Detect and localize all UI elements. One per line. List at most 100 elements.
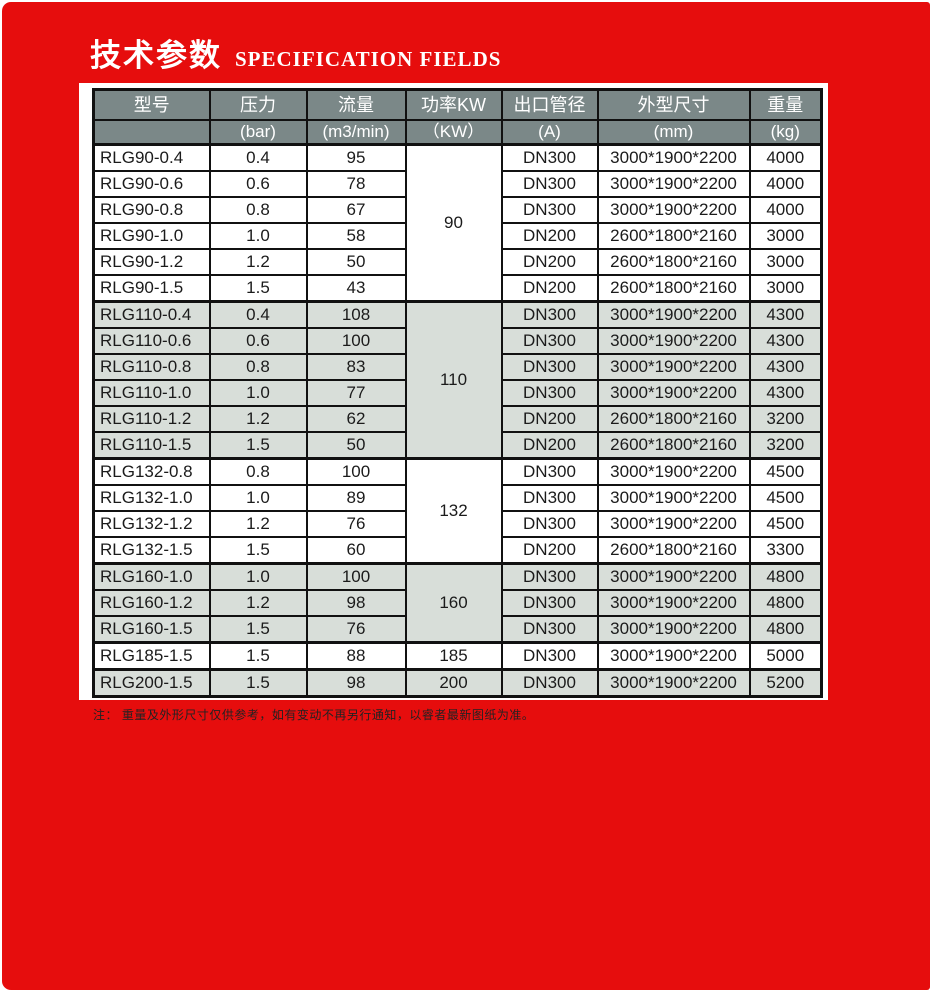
footnote: 注： 重量及外形尺寸仅供参考，如有变动不再另行通知，以睿者最新图纸为准。 [93,708,535,722]
flow-cell: 60 [305,536,407,565]
model-cell: RLG110-1.0 [92,379,211,407]
outlet-cell: DN200 [500,222,599,250]
flow-cell: 108 [305,300,407,329]
col-header-flow: 流量 [305,88,407,121]
dims-cell: 2600*1800*2160 [596,405,751,433]
table-row: RLG132-1.2 1.2 76 DN300 3000*1900*2200 4500 [92,510,823,538]
pressure-cell: 1.5 [208,431,308,460]
dims-cell: 2600*1800*2160 [596,248,751,276]
pressure-cell: 1.0 [208,484,308,512]
pressure-cell: 0.6 [208,170,308,198]
weight-cell: 3200 [748,405,823,433]
dims-cell: 3000*1900*2200 [596,196,751,224]
flow-cell: 50 [305,248,407,276]
model-cell: RLG200-1.5 [92,668,211,698]
table-row: RLG160-1.5 1.5 76 DN300 3000*1900*2200 4800 [92,615,823,644]
col-header-pressure: 压力 [208,88,308,121]
table-row: RLG110-0.8 0.8 83 DN300 3000*1900*2200 4300 [92,353,823,381]
outlet-cell: DN300 [500,668,599,698]
model-cell: RLG160-1.0 [92,562,211,591]
pressure-cell: 1.0 [208,222,308,250]
unit-header-flow: (m3/min) [305,119,407,146]
unit-header-pressure: (bar) [208,119,308,146]
weight-cell: 4500 [748,457,823,486]
outlet-cell: DN300 [500,379,599,407]
dims-cell: 3000*1900*2200 [596,379,751,407]
model-cell: RLG110-0.8 [92,353,211,381]
flow-cell: 100 [305,562,407,591]
pressure-cell: 1.5 [208,274,308,303]
dims-cell: 3000*1900*2200 [596,327,751,355]
unit-header-dims: (mm) [596,119,751,146]
dims-cell: 3000*1900*2200 [596,562,751,591]
flow-cell: 78 [305,170,407,198]
flow-cell: 77 [305,379,407,407]
pressure-cell: 1.2 [208,510,308,538]
outlet-cell: DN300 [500,196,599,224]
pressure-cell: 1.2 [208,405,308,433]
table-row: RLG90-0.6 0.6 78 DN300 3000*1900*2200 4000 [92,170,823,198]
flow-cell: 95 [305,143,407,172]
model-cell: RLG90-0.8 [92,196,211,224]
dims-cell: 2600*1800*2160 [596,536,751,565]
table-row: RLG185-1.5 1.5 88 185 DN300 3000*1900*2200 500… [92,641,823,671]
outlet-cell: DN200 [500,405,599,433]
spec-card: 型号 压力 流量 功率KW 出口管径 外型尺寸 重量 (bar) (m3/min… [79,83,828,722]
dims-cell: 3000*1900*2200 [596,668,751,698]
dims-cell: 3000*1900*2200 [596,615,751,644]
outlet-cell: DN200 [500,274,599,303]
outlet-cell: DN300 [500,327,599,355]
outlet-cell: DN300 [500,641,599,671]
weight-cell: 4300 [748,327,823,355]
flow-cell: 43 [305,274,407,303]
flow-cell: 67 [305,196,407,224]
dims-cell: 3000*1900*2200 [596,353,751,381]
flow-cell: 98 [305,589,407,617]
model-cell: RLG132-1.0 [92,484,211,512]
col-header-model: 型号 [92,88,211,121]
col-header-weight: 重量 [748,88,823,121]
pressure-cell: 1.0 [208,379,308,407]
flow-cell: 76 [305,510,407,538]
weight-cell: 3200 [748,431,823,460]
table-row: RLG110-0.6 0.6 100 DN300 3000*1900*2200 4300 [92,327,823,355]
dims-cell: 3000*1900*2200 [596,143,751,172]
dims-cell: 3000*1900*2200 [596,510,751,538]
dims-cell: 3000*1900*2200 [596,589,751,617]
model-cell: RLG110-0.6 [92,327,211,355]
weight-cell: 4800 [748,615,823,644]
table-row: RLG110-1.0 1.0 77 DN300 3000*1900*2200 4300 [92,379,823,407]
dims-cell: 3000*1900*2200 [596,457,751,486]
weight-cell: 4800 [748,589,823,617]
table-row: RLG160-1.2 1.2 98 DN300 3000*1900*2200 4800 [92,589,823,617]
table-row: RLG200-1.5 1.5 98 200 DN300 3000*1900*2200 520… [92,668,823,698]
dims-cell: 2600*1800*2160 [596,274,751,303]
flow-cell: 50 [305,431,407,460]
weight-cell: 4000 [748,170,823,198]
outlet-cell: DN200 [500,536,599,565]
pressure-cell: 1.2 [208,589,308,617]
power-cell: 185 [404,641,503,671]
flow-cell: 58 [305,222,407,250]
model-cell: RLG110-1.5 [92,431,211,460]
dims-cell: 2600*1800*2160 [596,431,751,460]
header-row-labels: 型号 压力 流量 功率KW 出口管径 外型尺寸 重量 [92,88,823,121]
outlet-cell: DN300 [500,457,599,486]
flow-cell: 89 [305,484,407,512]
weight-cell: 4500 [748,484,823,512]
outlet-cell: DN200 [500,431,599,460]
unit-header-outlet: (A) [500,119,599,146]
weight-cell: 4300 [748,379,823,407]
weight-cell: 4500 [748,510,823,538]
dims-cell: 3000*1900*2200 [596,170,751,198]
outlet-cell: DN300 [500,510,599,538]
outlet-cell: DN300 [500,143,599,172]
weight-cell: 4300 [748,353,823,381]
pressure-cell: 0.8 [208,196,308,224]
weight-cell: 5000 [748,641,823,671]
table-row: RLG90-0.8 0.8 67 DN300 3000*1900*2200 4000 [92,196,823,224]
weight-cell: 5200 [748,668,823,698]
outlet-cell: DN300 [500,170,599,198]
model-cell: RLG132-0.8 [92,457,211,486]
weight-cell: 3000 [748,248,823,276]
